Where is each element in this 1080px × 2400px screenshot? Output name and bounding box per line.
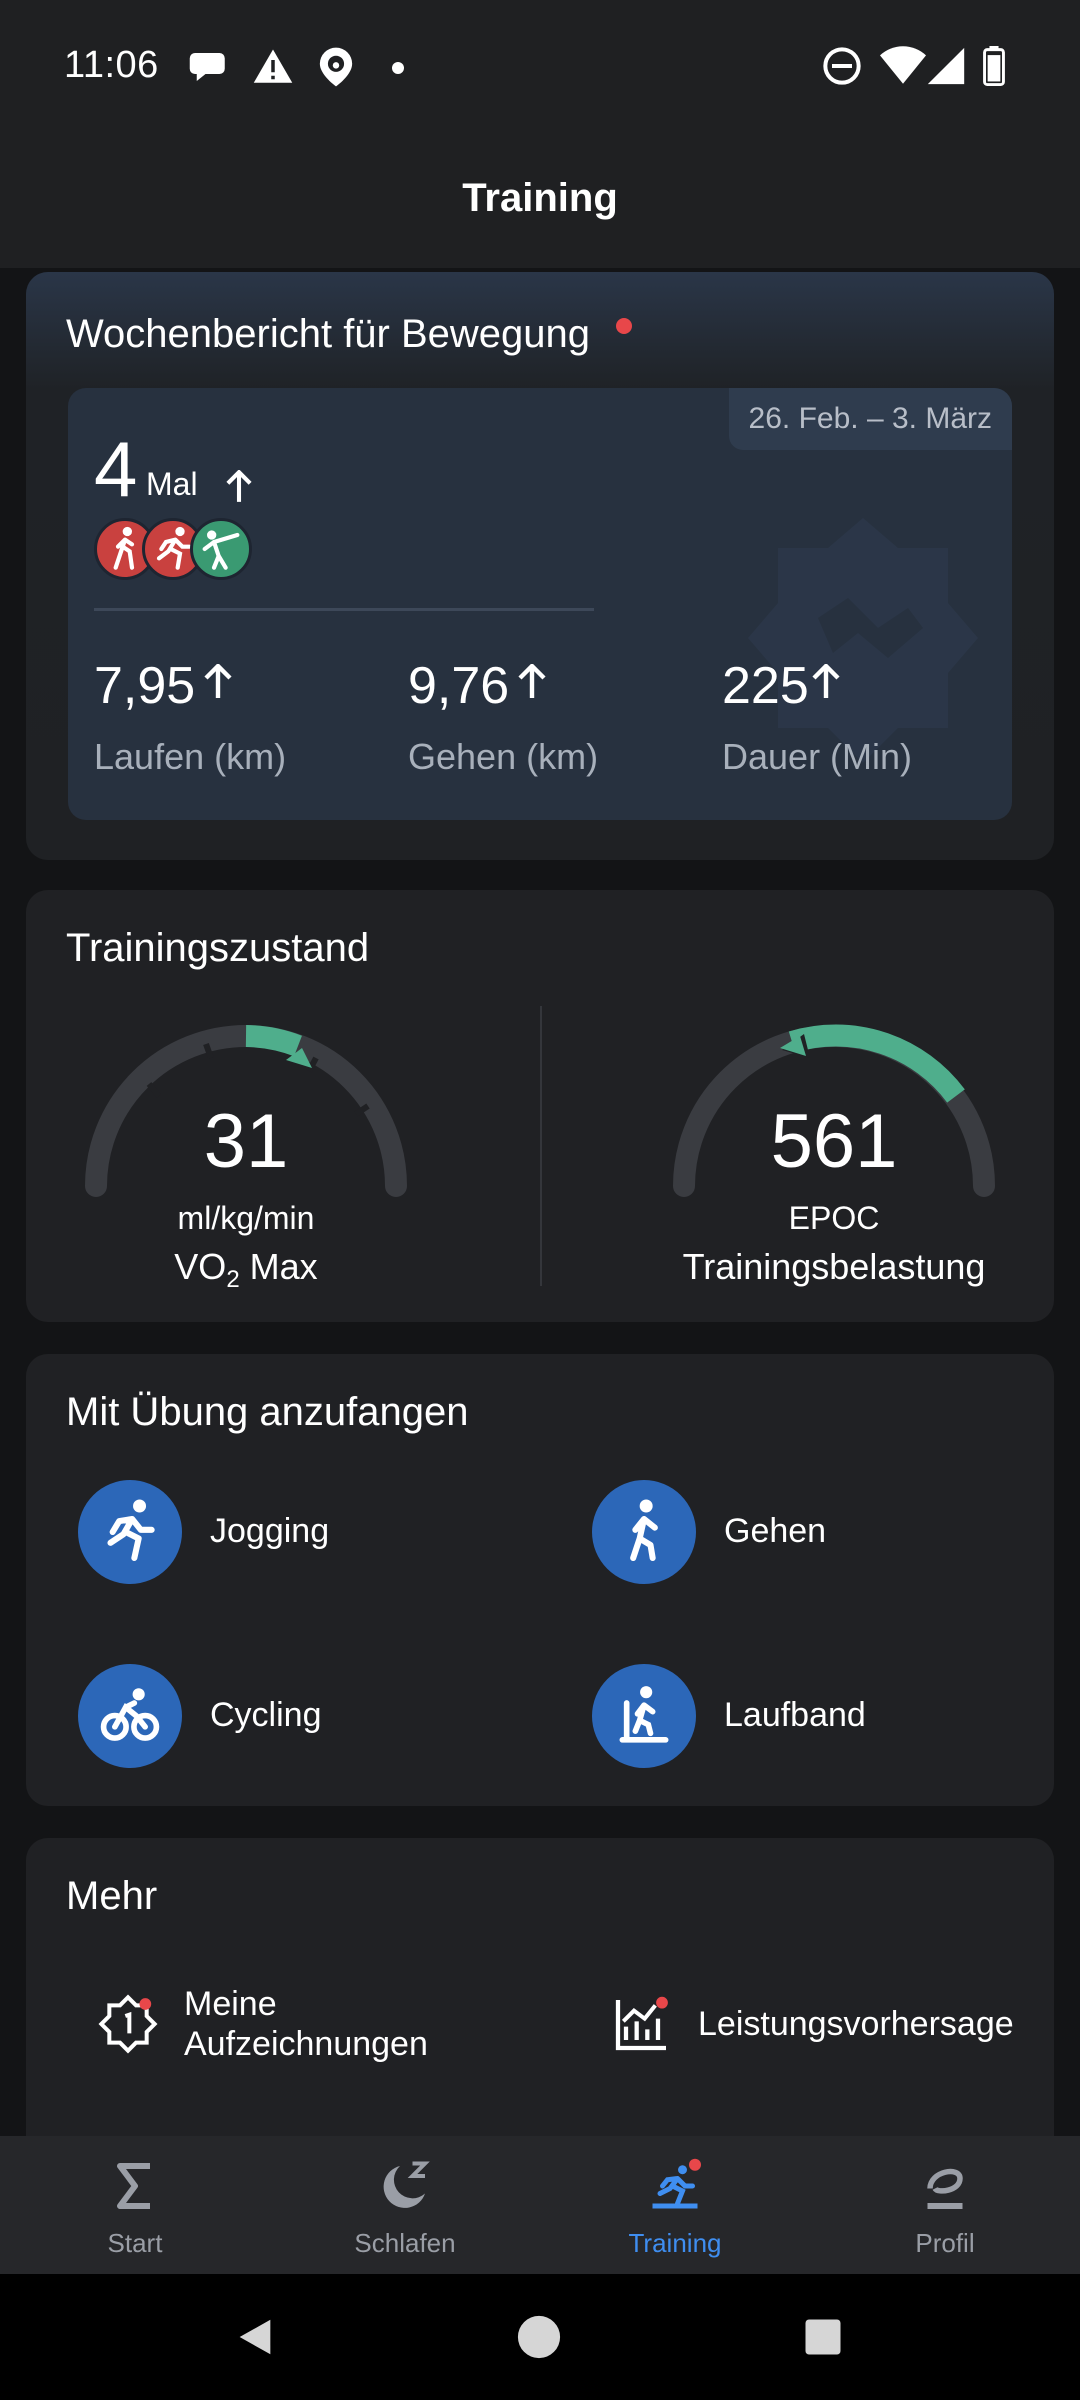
activity-count-unit: Mal — [146, 466, 198, 502]
home-icon[interactable] — [516, 2314, 562, 2360]
exercise-jogging-label: Jogging — [210, 1512, 330, 1550]
nav-profile[interactable]: Profil — [810, 2136, 1080, 2274]
cycling-icon — [78, 1664, 182, 1768]
records-badge-icon — [98, 1994, 158, 2054]
vo2max-value: 31 — [203, 1099, 289, 1184]
epoc-unit: EPOC — [788, 1200, 880, 1236]
up-arrow-icon — [204, 664, 232, 698]
weekly-report-title: Wochenbericht für Bewegung — [66, 312, 591, 356]
pawprint-location-icon — [319, 47, 353, 87]
weekly-report-card[interactable]: Wochenbericht für Bewegung 26. Feb. – 3.… — [26, 272, 1054, 860]
battery-icon — [983, 46, 1005, 86]
epoc-value: 561 — [770, 1099, 898, 1184]
status-time: 11:06 — [64, 44, 159, 86]
activity-count: 4 — [94, 425, 138, 513]
start-exercise-title: Mit Übung anzufangen — [66, 1390, 469, 1434]
profile-icon — [927, 2168, 963, 2209]
exercise-cycling-button[interactable]: Cycling — [78, 1664, 478, 1768]
status-bar: 11:06 — [0, 0, 1080, 132]
exercise-treadmill-button[interactable]: Laufband — [592, 1664, 992, 1768]
wifi-icon — [880, 46, 926, 84]
nav-profile-label: Profil — [915, 2228, 975, 2258]
duration-label: Dauer (Min) — [722, 736, 913, 777]
weekly-report-summary[interactable]: 26. Feb. – 3. März 4 Mal 7,95 Laufen (km… — [68, 388, 1012, 820]
nav-sleep[interactable]: Schlafen — [270, 2136, 540, 2274]
vo2max-label: VO2 Max — [174, 1246, 318, 1294]
training-state-title: Trainingszustand — [66, 926, 370, 970]
moon-sleep-icon — [383, 2161, 430, 2208]
chat-bubble-icon — [189, 53, 225, 81]
up-arrow-icon — [518, 664, 546, 698]
up-arrow-icon — [812, 664, 840, 698]
training-state-card[interactable]: Trainingszustand 31 ml/kg/min VO2 Max 56… — [26, 890, 1054, 1322]
training-load-gauge — [673, 1024, 995, 1197]
app-bar: Training — [0, 132, 1080, 268]
new-indicator-dot — [616, 318, 632, 334]
notification-dot-icon — [392, 62, 404, 74]
walking-distance-label: Gehen (km) — [408, 736, 599, 777]
up-arrow-icon — [226, 470, 252, 502]
page-title: Training — [462, 176, 618, 220]
recents-icon[interactable] — [802, 2316, 844, 2358]
walking-icon — [592, 1480, 696, 1584]
warning-icon — [253, 49, 293, 83]
performance-prediction-label: Leistungsvorhersage — [698, 2005, 1014, 2043]
nav-start-label: Start — [107, 2228, 163, 2258]
walking-distance-value: 9,76 — [408, 657, 510, 715]
nav-start[interactable]: Start — [0, 2136, 270, 2274]
my-records-button[interactable]: Meine Aufzeichnungen — [66, 1968, 526, 2078]
exercise-treadmill-label: Laufband — [724, 1696, 866, 1734]
back-icon[interactable] — [232, 2314, 278, 2360]
more-title: Mehr — [66, 1874, 158, 1918]
gauge-divider — [540, 1006, 542, 1286]
nav-training-label: Training — [628, 2228, 722, 2258]
exercise-walking-label: Gehen — [724, 1512, 827, 1550]
signal-icon — [927, 47, 965, 85]
do-not-disturb-icon — [823, 47, 861, 85]
training-runner-icon — [652, 2158, 701, 2209]
exercise-jogging-button[interactable]: Jogging — [78, 1480, 478, 1584]
badge-watermark-icon — [748, 518, 978, 763]
vo2max-unit: ml/kg/min — [177, 1200, 315, 1236]
more-card: Mehr Meine Aufzeichnungen Leistungsvorhe… — [26, 1838, 1054, 2138]
martial-arts-badge-icon — [190, 518, 252, 580]
training-load-label: Trainingsbelastung — [682, 1246, 986, 1287]
sigma-icon — [117, 2163, 150, 2209]
running-distance-label: Laufen (km) — [94, 736, 287, 777]
nav-sleep-label: Schlafen — [354, 2228, 456, 2258]
start-exercise-card: Mit Übung anzufangen Jogging Gehen Cycli… — [26, 1354, 1054, 1806]
summary-divider — [94, 608, 594, 611]
nav-training[interactable]: Training — [540, 2136, 810, 2274]
bottom-navigation: Start Schlafen Training Profil — [0, 2136, 1080, 2274]
date-range: 26. Feb. – 3. März — [728, 388, 1012, 450]
running-distance-value: 7,95 — [94, 657, 196, 715]
exercise-cycling-label: Cycling — [210, 1696, 322, 1734]
treadmill-icon — [592, 1664, 696, 1768]
performance-prediction-button[interactable]: Leistungsvorhersage — [580, 1968, 1050, 2078]
exercise-walking-button[interactable]: Gehen — [592, 1480, 992, 1584]
duration-value: 225 — [722, 657, 809, 715]
my-records-label: Meine Aufzeichnungen — [184, 1985, 428, 2063]
vo2max-gauge — [85, 1025, 407, 1197]
system-navigation-bar — [0, 2274, 1080, 2400]
performance-chart-icon — [615, 1996, 668, 2051]
running-icon — [78, 1480, 182, 1584]
